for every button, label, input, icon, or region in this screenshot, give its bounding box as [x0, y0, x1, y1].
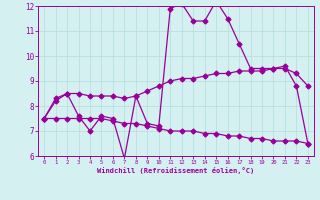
X-axis label: Windchill (Refroidissement éolien,°C): Windchill (Refroidissement éolien,°C): [97, 167, 255, 174]
